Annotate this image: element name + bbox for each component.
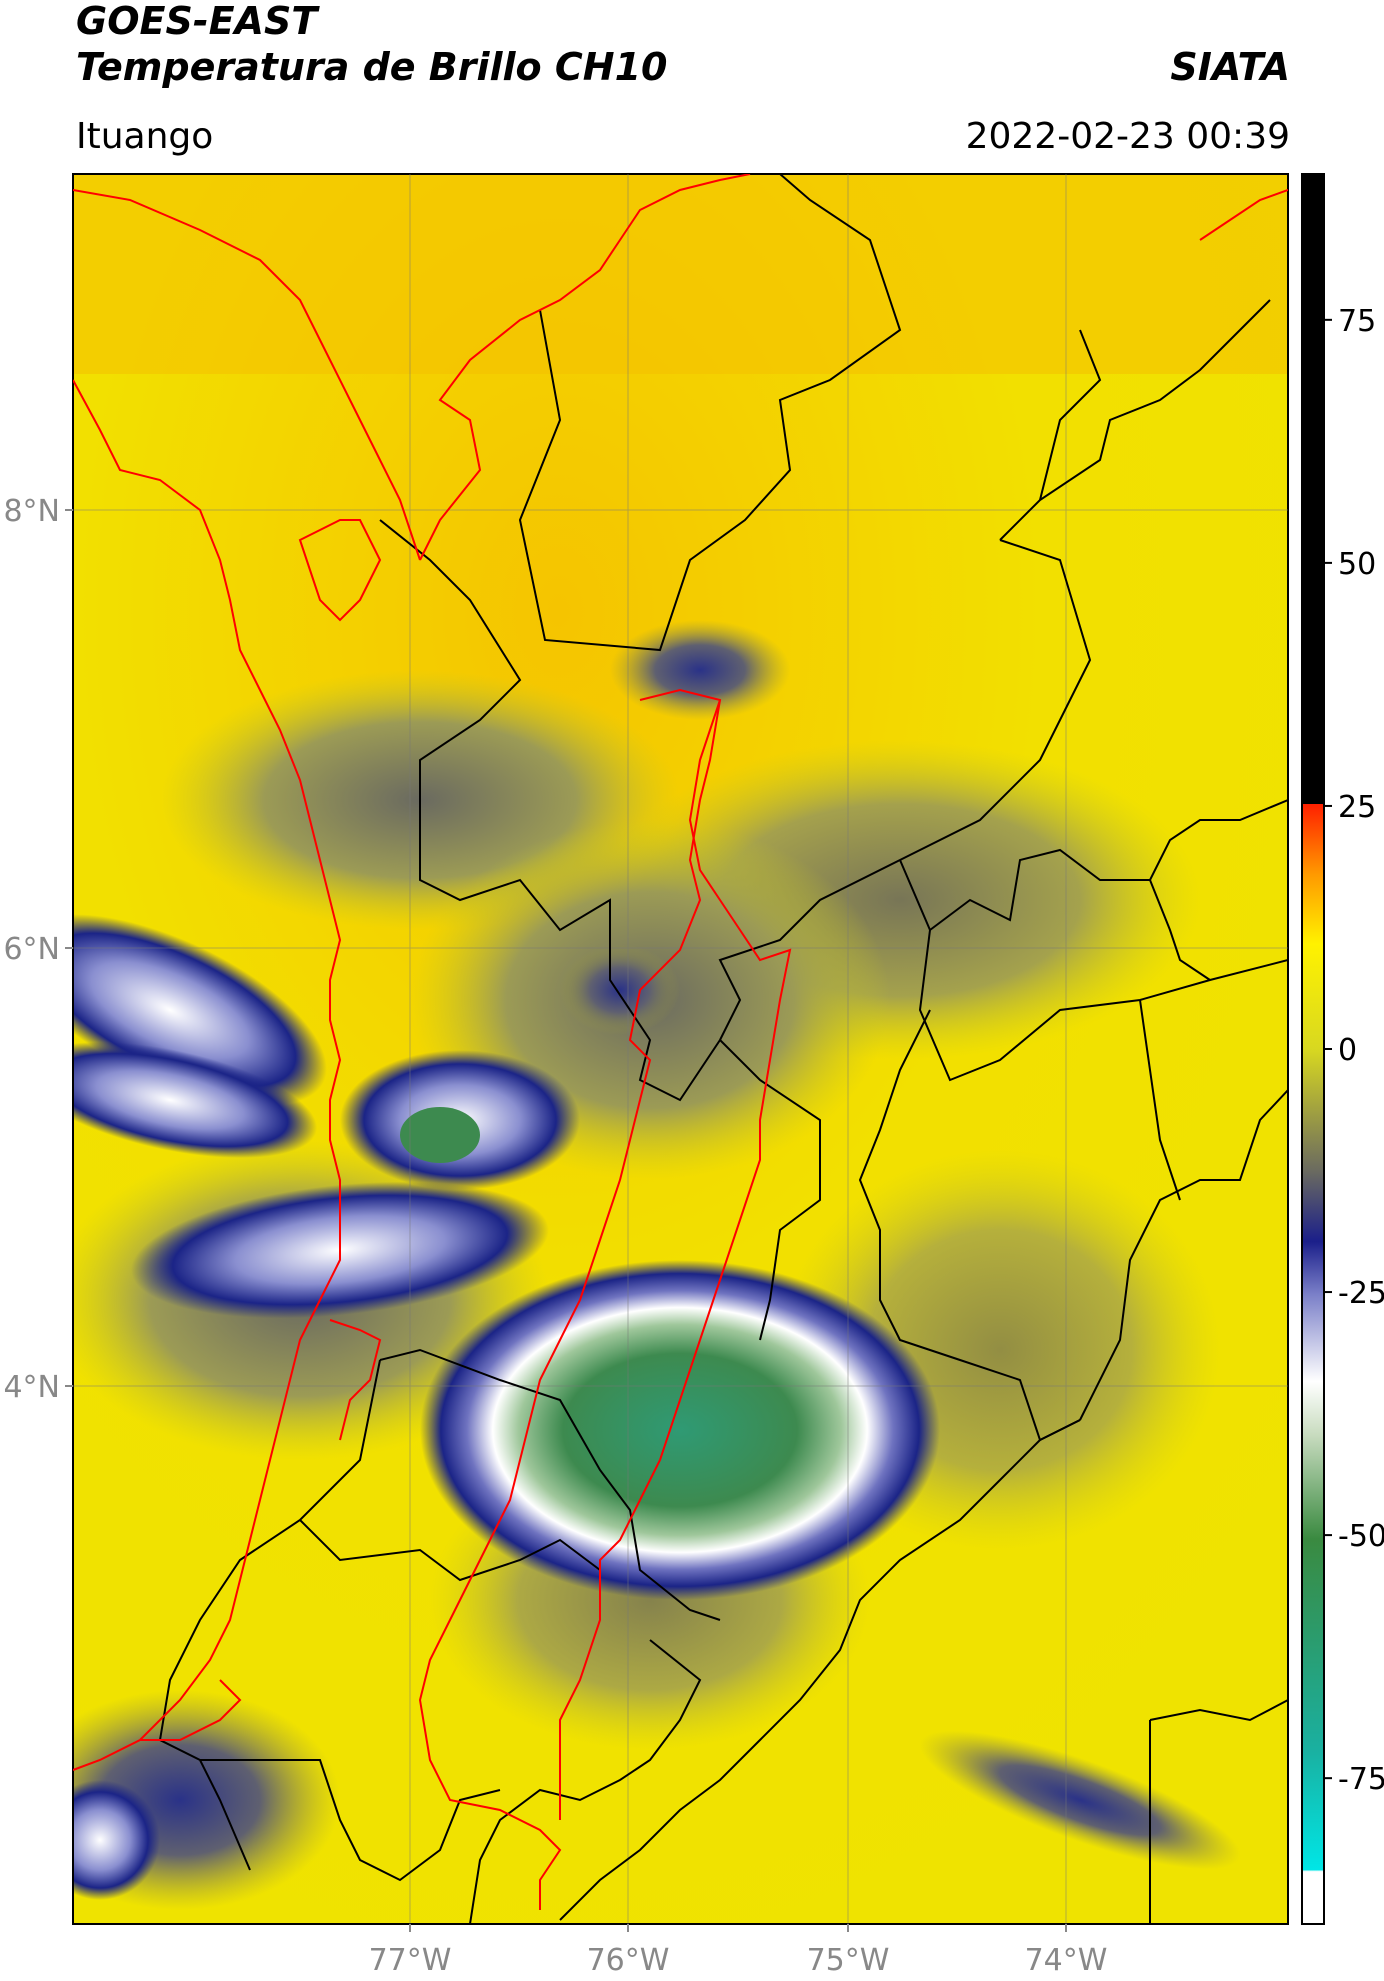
satellite-title: GOES-EAST [76, 0, 318, 43]
latitude-ticks: 8°N 6°N 4°N [3, 494, 73, 1405]
lat-tick-label: 8°N [3, 494, 60, 529]
lon-tick-label: 74°W [1025, 1943, 1108, 1978]
colorbar-tick-label: 25 [1338, 790, 1376, 825]
colorbar-tick-label: 50 [1338, 547, 1376, 582]
coastline-and-region-outline [73, 174, 1288, 1910]
map-frame [72, 173, 1289, 1925]
colorbar-scale [1301, 173, 1325, 1925]
colorbar: 75 50 25 0 -25 -50 -75 [1301, 173, 1384, 1925]
colorbar-tick-label: -50 [1338, 1519, 1384, 1554]
lon-tick-label: 75°W [807, 1943, 890, 1978]
timestamp-label: 2022-02-23 00:39 [965, 116, 1290, 157]
colorbar-tick-label: 75 [1338, 304, 1376, 339]
product-title: Temperatura de Brillo CH10 [76, 45, 668, 89]
lon-tick-label: 77°W [369, 1943, 452, 1978]
longitude-ticks: 77°W 76°W 75°W 74°W [369, 1924, 1108, 1978]
colorbar-tick-label: -75 [1338, 1762, 1384, 1797]
lat-tick-label: 6°N [3, 932, 60, 967]
lat-tick-label: 4°N [3, 1370, 60, 1405]
colorbar-tick-label: 0 [1338, 1033, 1357, 1068]
location-label: Ituango [76, 116, 214, 157]
colorbar-tick-label: -25 [1338, 1276, 1384, 1311]
brightness-temperature-field [73, 174, 1288, 1924]
agency-label: SIATA [1170, 45, 1290, 89]
state-borders [158, 174, 1288, 1924]
lon-tick-label: 76°W [587, 1943, 670, 1978]
